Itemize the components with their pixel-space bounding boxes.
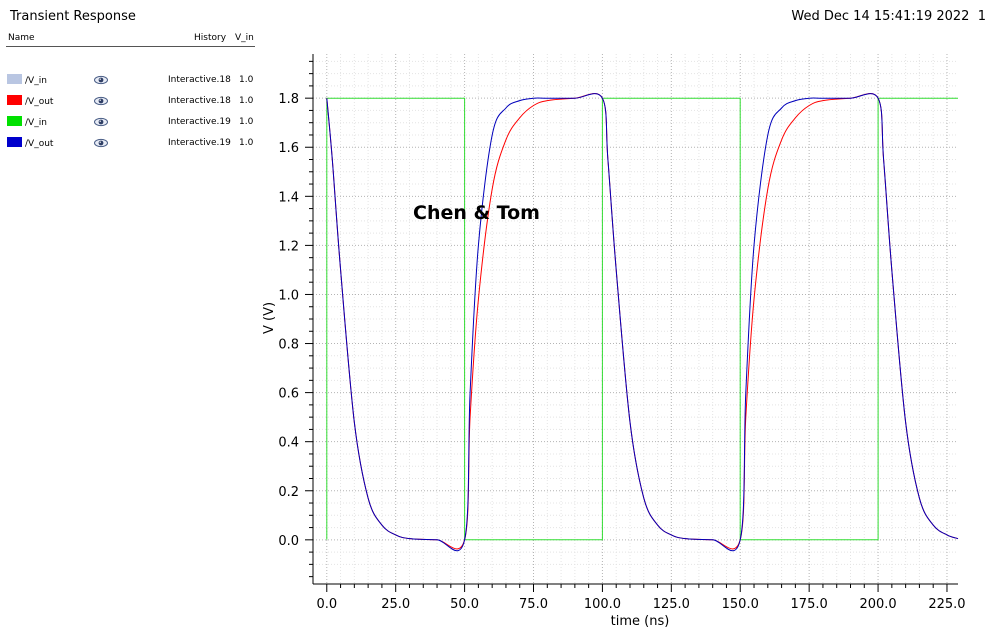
x-tick-label: 125.0 bbox=[653, 597, 690, 612]
legend-history: Interactive.18 bbox=[168, 75, 231, 85]
series-vout-18 bbox=[326, 93, 959, 550]
legend-value: 1.0 bbox=[239, 138, 254, 148]
legend-value: 1.0 bbox=[239, 96, 254, 106]
eye-icon[interactable] bbox=[94, 138, 108, 148]
legend-header: Name History V_in bbox=[6, 33, 255, 47]
legend-row-vin-19[interactable]: /V_in Interactive.19 1.0 bbox=[6, 114, 256, 135]
legend-signal-name: /V_in bbox=[25, 76, 47, 86]
eye-icon[interactable] bbox=[94, 75, 108, 85]
x-tick-label: 0.0 bbox=[316, 597, 337, 612]
y-axis-label: V (V) bbox=[262, 302, 277, 334]
x-tick-label: 100.0 bbox=[584, 597, 621, 612]
y-tick-label: 0.6 bbox=[278, 387, 299, 402]
legend-signal-name: /V_out bbox=[25, 139, 54, 149]
y-tick-label: 1.0 bbox=[278, 288, 299, 303]
eye-icon[interactable] bbox=[94, 117, 108, 127]
legend-value: 1.0 bbox=[239, 75, 254, 85]
legend-header-name: Name bbox=[8, 33, 35, 43]
legend-signal-name: /V_out bbox=[25, 97, 54, 107]
x-tick-label: 75.0 bbox=[519, 597, 548, 612]
y-tick-label: 0.4 bbox=[278, 436, 299, 451]
x-tick-label: 200.0 bbox=[859, 597, 896, 612]
legend-row-vout-19[interactable]: /V_out Interactive.19 1.0 bbox=[6, 135, 256, 156]
legend-list: /V_in Interactive.18 1.0 /V_out Interact… bbox=[6, 72, 256, 156]
eye-icon[interactable] bbox=[94, 96, 108, 106]
y-tick-label: 0.2 bbox=[278, 485, 299, 500]
legend-swatch bbox=[7, 137, 22, 147]
series-vout-19 bbox=[326, 93, 959, 552]
datetime-stamp: Wed Dec 14 15:41:19 2022 1 bbox=[791, 9, 986, 24]
y-tick-label: 0.0 bbox=[278, 534, 299, 549]
x-tick-label: 50.0 bbox=[450, 597, 479, 612]
legend-row-vout-18[interactable]: /V_out Interactive.18 1.0 bbox=[6, 93, 256, 114]
y-tick-label: 1.8 bbox=[278, 92, 299, 107]
y-tick-label: 0.8 bbox=[278, 338, 299, 353]
legend-header-history: History bbox=[194, 33, 227, 43]
x-tick-label: 150.0 bbox=[722, 597, 759, 612]
legend-history: Interactive.19 bbox=[168, 117, 231, 127]
chart-annotation: Chen & Tom bbox=[413, 202, 540, 224]
plot-grid bbox=[313, 54, 958, 584]
window-title: Transient Response bbox=[10, 9, 136, 24]
x-tick-label: 225.0 bbox=[928, 597, 965, 612]
x-axis-label: time (ns) bbox=[611, 614, 670, 629]
legend-swatch bbox=[7, 116, 22, 126]
y-tick-label: 1.6 bbox=[278, 141, 299, 156]
x-tick-label: 175.0 bbox=[791, 597, 828, 612]
y-tick-label: 1.2 bbox=[278, 239, 299, 254]
plot-series bbox=[326, 93, 959, 552]
legend-signal-name: /V_in bbox=[25, 118, 47, 128]
subwindow-number: 1 bbox=[977, 9, 986, 24]
x-tick-label: 25.0 bbox=[381, 597, 410, 612]
legend-history: Interactive.19 bbox=[168, 138, 231, 148]
legend-swatch bbox=[7, 74, 22, 84]
legend-history: Interactive.18 bbox=[168, 96, 231, 106]
legend-swatch bbox=[7, 95, 22, 105]
legend-header-vin: V_in bbox=[235, 33, 254, 43]
y-tick-label: 1.4 bbox=[278, 190, 299, 205]
datetime-text: Wed Dec 14 15:41:19 2022 bbox=[791, 9, 970, 24]
legend-row-vin-18[interactable]: /V_in Interactive.18 1.0 bbox=[6, 72, 256, 93]
plot-axes: 0.0 25.0 50.0 75.0 100.0 125.0 150.0 175.0 200.0… bbox=[278, 54, 966, 612]
legend-value: 1.0 bbox=[239, 117, 254, 127]
